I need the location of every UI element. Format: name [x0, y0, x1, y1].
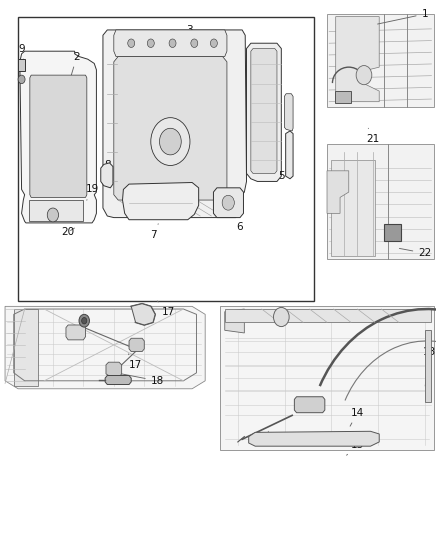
- Bar: [327, 14, 434, 107]
- Polygon shape: [225, 309, 244, 333]
- Polygon shape: [114, 56, 227, 200]
- Text: 2: 2: [69, 52, 80, 83]
- Text: 17: 17: [157, 301, 175, 317]
- Polygon shape: [105, 375, 131, 384]
- Text: 19: 19: [85, 184, 99, 200]
- Text: 22: 22: [399, 248, 431, 258]
- Polygon shape: [425, 330, 431, 402]
- Bar: [384, 224, 401, 241]
- Circle shape: [169, 39, 176, 47]
- Text: 14: 14: [350, 408, 364, 426]
- Text: 6: 6: [235, 216, 243, 232]
- Circle shape: [273, 308, 289, 327]
- Text: 9: 9: [18, 44, 25, 64]
- Polygon shape: [29, 200, 83, 221]
- Polygon shape: [336, 17, 379, 102]
- Bar: [335, 91, 351, 103]
- Polygon shape: [123, 182, 199, 220]
- Polygon shape: [332, 160, 375, 256]
- Polygon shape: [66, 325, 85, 340]
- Polygon shape: [131, 304, 155, 325]
- Polygon shape: [249, 431, 379, 446]
- Circle shape: [18, 75, 25, 84]
- Bar: [18, 59, 25, 71]
- Polygon shape: [327, 171, 349, 213]
- Polygon shape: [30, 75, 87, 197]
- Text: 23: 23: [266, 431, 279, 445]
- Polygon shape: [294, 397, 325, 413]
- Text: 18: 18: [119, 373, 164, 386]
- Polygon shape: [106, 362, 122, 377]
- Circle shape: [81, 318, 87, 324]
- Text: 21: 21: [366, 128, 379, 144]
- Text: 16: 16: [162, 184, 179, 200]
- Text: 8: 8: [104, 160, 111, 176]
- Circle shape: [210, 39, 217, 47]
- Text: 7: 7: [150, 224, 158, 240]
- Text: 3: 3: [177, 25, 193, 46]
- Circle shape: [79, 314, 89, 327]
- Text: 13: 13: [423, 346, 436, 386]
- Polygon shape: [247, 43, 281, 181]
- Circle shape: [356, 66, 372, 85]
- Polygon shape: [225, 309, 431, 322]
- Polygon shape: [103, 30, 247, 217]
- Circle shape: [147, 39, 154, 47]
- Text: 15: 15: [346, 440, 364, 455]
- Circle shape: [222, 195, 234, 210]
- Polygon shape: [129, 338, 144, 352]
- Circle shape: [159, 128, 181, 155]
- Bar: [327, 144, 434, 259]
- Polygon shape: [251, 49, 277, 173]
- Circle shape: [191, 39, 198, 47]
- Polygon shape: [286, 131, 293, 179]
- Polygon shape: [14, 309, 38, 386]
- Circle shape: [47, 208, 59, 222]
- Polygon shape: [213, 188, 244, 217]
- Polygon shape: [20, 51, 96, 223]
- Text: 17: 17: [128, 354, 142, 370]
- Text: 20: 20: [62, 227, 75, 237]
- Circle shape: [128, 39, 135, 47]
- Text: 4: 4: [264, 110, 276, 125]
- Text: 5: 5: [272, 165, 285, 181]
- Polygon shape: [101, 163, 113, 188]
- Text: 1: 1: [378, 9, 428, 24]
- Polygon shape: [114, 30, 227, 56]
- Polygon shape: [220, 306, 434, 450]
- Polygon shape: [5, 306, 205, 389]
- Bar: [18, 17, 314, 301]
- Circle shape: [151, 118, 190, 165]
- Polygon shape: [284, 94, 293, 131]
